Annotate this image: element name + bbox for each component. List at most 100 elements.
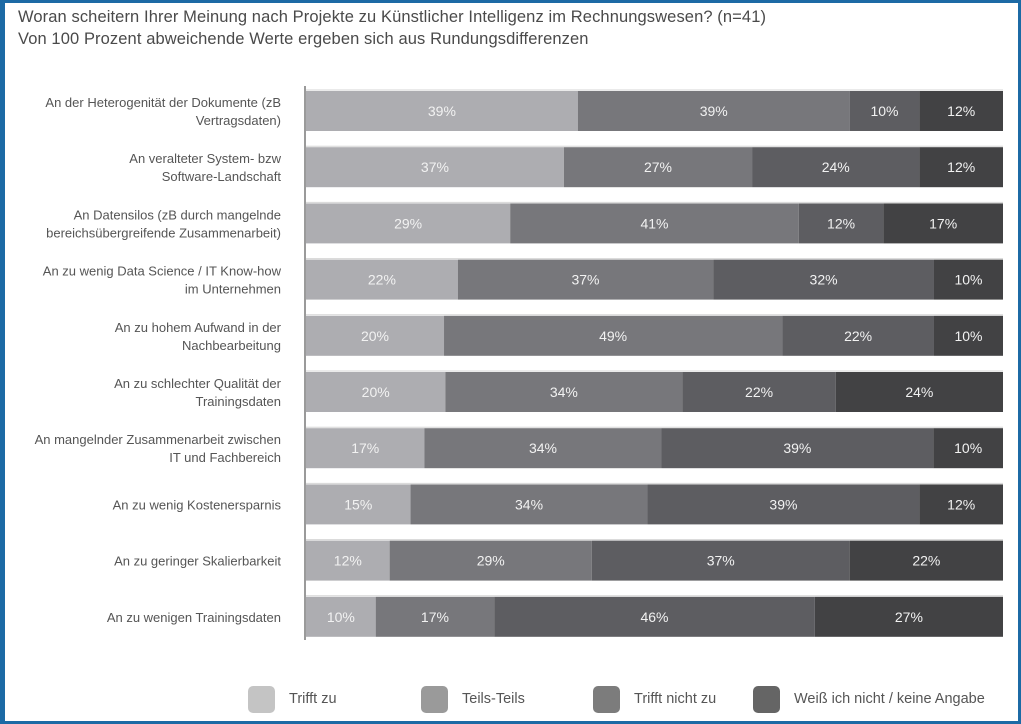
data-label: 37% [707,553,735,569]
bar-segment [306,315,445,356]
category-label-line: Nachbearbeitung [182,338,281,353]
category-label: An veralteter System- bzw Software-Landsc… [129,151,281,184]
data-label: 39% [700,103,728,119]
bar-segment [375,596,495,637]
bar-segment [752,147,920,188]
data-label: 32% [810,272,838,288]
category-label: An zu wenig Kostenersparnis [113,497,282,512]
category-label-line: An der Heterogenität der Dokumente (zB [45,95,281,110]
bar-segment [591,540,850,581]
bar-segment [306,540,390,581]
legend-label: Teils-Teils [462,691,525,707]
bar-segment [814,596,1003,637]
category-label-line: An zu geringer Skalierbarkeit [114,554,281,569]
category-label: An zu schlechter Qualität der Trainingsda… [114,376,282,409]
bar-segment [306,147,564,188]
category-label: An Datensilos (zB durch mangelnde bereich… [46,207,281,240]
legend-label: Weiß ich nicht / keine Angabe [794,691,985,707]
data-label: 22% [745,384,773,400]
data-label: 37% [571,272,599,288]
data-label: 12% [947,496,975,512]
bar-segment [835,372,1003,412]
data-label: 27% [895,609,923,625]
data-label: 39% [783,440,811,456]
bar-segment [444,315,783,356]
data-label: 41% [640,215,668,231]
bar-segment [306,203,511,244]
category-label: An zu wenig Data Science / IT Know-how im… [43,264,282,297]
bar-segment [883,203,1003,244]
bar-segment [798,203,884,244]
data-label: 12% [947,159,975,175]
data-label: 22% [844,328,872,344]
bar-segment [919,484,1003,525]
category-label-line: An zu hohem Aufwand in der [115,320,282,335]
chart-subtitle: Von 100 Prozent abweichende Werte ergebe… [18,30,589,48]
legend-label: Trifft zu [289,691,337,707]
legend-item-teils-teils: Teils-Teils [421,684,525,714]
legend-swatch-weiss-nicht [753,685,780,713]
data-label: 34% [529,440,557,456]
data-label: 24% [822,159,850,175]
category-label-line: An veralteter System- bzw [129,151,281,166]
bars-layer: 39% 39% 10% 12% 37% 27% 24% 12% 29% 41% 12% 17% 22% 3… [306,89,1003,637]
data-label: 12% [947,103,975,119]
bar-segment [306,372,446,412]
data-label: 12% [827,215,855,231]
legend-swatch-trifft-nicht-zu [593,685,620,713]
category-label: An zu geringer Skalierbarkeit [114,554,281,569]
data-label: 10% [954,440,982,456]
data-label: 29% [394,215,422,231]
bar-segment [445,372,683,412]
bar-segment [849,540,1003,581]
bar-segment [424,428,662,469]
data-label: 34% [515,496,543,512]
data-label: 37% [421,159,449,175]
category-label-line: An zu schlechter Qualität der [114,376,282,391]
bar-segment [410,484,648,525]
category-label-line: IT und Fachbereich [169,450,281,465]
legend-item-trifft-zu: Trifft zu [248,684,337,714]
data-label: 10% [870,103,898,119]
category-label-line: An zu wenig Kostenersparnis [113,497,282,512]
bar-segment [919,147,1003,188]
legend-item-trifft-nicht-zu: Trifft nicht zu [593,684,716,714]
category-label-line: An zu wenigen Trainingsdaten [107,610,281,625]
bar-segment [713,259,934,300]
category-label: An mangelnder Zusammenarbeit zwischen IT … [35,432,281,465]
chart-title: Woran scheitern Ihrer Meinung nach Proje… [18,8,767,26]
data-label: 22% [912,553,940,569]
data-label: 10% [954,328,982,344]
bar-segment [577,91,850,131]
bar-segment [919,91,1003,131]
data-label: 10% [327,609,355,625]
category-label: An der Heterogenität der Dokumente (zB Ve… [45,95,281,128]
bar-segment [510,203,799,244]
bar-segment [306,596,376,637]
bar-segment [849,91,920,131]
legend-label: Trifft nicht zu [634,691,717,707]
legend: Trifft zu Teils-Teils Trifft nicht zu We… [0,684,1021,714]
bar-segment [933,315,1003,356]
bar-segment [494,596,815,637]
data-label: 34% [550,384,578,400]
category-labels-layer: An der Heterogenität der Dokumente (zB Ve… [35,95,282,625]
category-label-line: Vertragsdaten) [196,113,281,128]
data-label: 17% [421,609,449,625]
data-label: 29% [477,553,505,569]
data-label: 46% [640,609,668,625]
category-label-line: Software-Landschaft [162,169,282,184]
legend-swatch-trifft-zu [248,685,275,713]
bar-segment [306,428,425,469]
data-label: 12% [334,553,362,569]
bar-segment [563,147,753,188]
bar-segment [647,484,920,525]
bar-segment [782,315,934,356]
data-label: 22% [368,272,396,288]
data-label: 39% [428,103,456,119]
bar-segment [661,428,934,469]
category-label: An zu hohem Aufwand in der Nachbearbeitun… [115,320,282,353]
legend-swatch-teils-teils [421,685,448,713]
category-label-line: An Datensilos (zB durch mangelnde [74,207,281,222]
